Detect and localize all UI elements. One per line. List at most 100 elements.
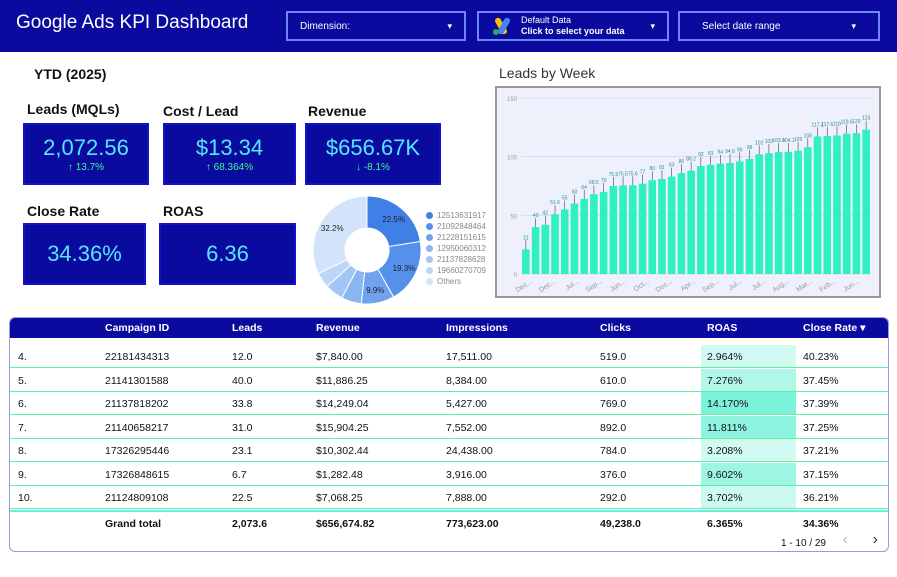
bar[interactable]: [774, 152, 783, 274]
bar[interactable]: [726, 163, 734, 274]
col-roas[interactable]: ROAS: [707, 322, 738, 334]
bar[interactable]: [755, 154, 763, 274]
bar[interactable]: [697, 166, 705, 274]
bar[interactable]: [794, 150, 802, 274]
legend-item[interactable]: 21228151615: [426, 232, 486, 243]
table-row[interactable]: 7. 21140658217 31.0 $15,904.25 7,552.00 892.0…: [10, 415, 888, 439]
legend-item[interactable]: 12950060312: [426, 243, 486, 254]
x-tick-label: Jul...: [728, 278, 744, 292]
legend-item[interactable]: Others: [426, 276, 486, 287]
leads-cell: 40.0: [232, 374, 253, 387]
col-close-rate[interactable]: Close Rate ▾: [803, 322, 866, 334]
bar[interactable]: [862, 129, 870, 274]
bar-data-label: 93: [708, 151, 714, 157]
table-row[interactable]: 5. 21141301588 40.0 $11,886.25 8,384.00 610.0…: [10, 368, 888, 392]
clicks-cell: 292.0: [600, 492, 627, 504]
pie-slice[interactable]: [366, 195, 421, 248]
bar[interactable]: [648, 180, 657, 274]
next-page-icon[interactable]: ›: [872, 531, 878, 548]
legend-label: 21228151615: [437, 233, 486, 242]
row-index: 7.: [18, 421, 27, 434]
bar[interactable]: [599, 191, 608, 274]
revenue-cell: $10,302.44: [316, 445, 369, 457]
legend-item[interactable]: 21137828628: [426, 254, 486, 265]
roas-cell: 2.964%: [707, 351, 743, 363]
bar[interactable]: [823, 136, 832, 274]
bar[interactable]: [842, 133, 851, 274]
bar[interactable]: [551, 214, 559, 274]
bar[interactable]: [638, 183, 647, 274]
table-row[interactable]: 8. 17326295446 23.1 $10,302.44 24,438.00 784.…: [10, 439, 888, 462]
col-impressions[interactable]: Impressions: [446, 322, 508, 334]
bar[interactable]: [784, 151, 793, 274]
dimension-selector[interactable]: Dimension: ▾: [286, 11, 466, 41]
clicks-cell: 769.0: [600, 398, 627, 410]
date-range-selector[interactable]: Select date range ▾: [678, 11, 880, 41]
bar[interactable]: [590, 194, 598, 274]
col-leads[interactable]: Leads: [232, 322, 263, 334]
leads-delta: ↑ 13.7%: [67, 162, 105, 173]
total-revenue: $656,674.82: [316, 518, 375, 530]
bar[interactable]: [813, 136, 822, 274]
bar[interactable]: [658, 178, 666, 274]
bar[interactable]: [745, 159, 754, 274]
pie-slice-label: 22.5%: [382, 215, 405, 224]
col-clicks[interactable]: Clicks: [600, 322, 631, 334]
table-row[interactable]: 10. 21124809108 22.5 $7,068.25 7,888.00 292.0…: [10, 486, 888, 509]
table-row[interactable]: 4. 22181434313 12.0 $7,840.00 17,511.00 519.0…: [10, 345, 888, 368]
campaign-table: Campaign ID Leads Revenue Impressions Cl…: [9, 317, 889, 552]
roas-cell: 3.208%: [707, 445, 743, 457]
close-rate-cell: 37.25%: [803, 421, 839, 434]
bar-data-label: 77: [640, 170, 646, 176]
bar[interactable]: [833, 135, 841, 274]
bar[interactable]: [716, 163, 725, 274]
col-revenue[interactable]: Revenue: [316, 322, 360, 334]
legend-item[interactable]: 19660270709: [426, 265, 486, 276]
table-row[interactable]: 6. 21137818202 33.8 $14,249.04 5,427.00 769.0…: [10, 392, 888, 415]
close-rate-cell: 37.15%: [803, 468, 839, 481]
bar-data-label: 70: [601, 178, 607, 184]
data-source-selector[interactable]: Default Data Click to select your data ▾: [477, 11, 669, 41]
bar[interactable]: [560, 209, 569, 274]
x-tick-label: Dec...: [515, 278, 534, 294]
bar[interactable]: [706, 164, 715, 274]
bar[interactable]: [522, 249, 530, 274]
bar[interactable]: [619, 185, 627, 274]
roas-cell: 11.811%: [707, 421, 747, 434]
campaign-id-cell: 21124809108: [105, 492, 169, 504]
leads-cell: 31.0: [232, 421, 253, 434]
bar-data-label: 94.6: [725, 149, 735, 155]
impressions-cell: 5,427.00: [446, 398, 487, 410]
bar[interactable]: [687, 170, 695, 274]
pie-slice[interactable]: [312, 195, 368, 275]
campaign-id-cell: 21140658217: [105, 421, 169, 434]
bar[interactable]: [570, 203, 579, 274]
bar[interactable]: [541, 224, 550, 274]
bar[interactable]: [852, 133, 861, 274]
x-tick-label: Dec...: [538, 278, 557, 294]
bar[interactable]: [677, 173, 686, 274]
bar-data-label: 51.6: [550, 200, 560, 206]
bar[interactable]: [765, 153, 773, 274]
bar-data-label: 21: [523, 235, 529, 241]
prev-page-icon[interactable]: ‹: [842, 531, 848, 548]
bar[interactable]: [609, 186, 618, 274]
close-rate-cell: 40.23%: [803, 351, 839, 363]
bar-data-label: 64: [581, 185, 587, 191]
x-tick-label: Jul...: [564, 278, 580, 292]
row-index: 10.: [18, 492, 33, 504]
campaign-id-cell: 17326295446: [105, 445, 170, 457]
roas-heat-cell: [701, 439, 796, 461]
clicks-cell: 519.0: [600, 351, 627, 363]
bar[interactable]: [531, 227, 540, 274]
table-row[interactable]: 9. 17326848615 6.7 $1,282.48 3,916.00 376.0 9.…: [10, 462, 888, 486]
bar[interactable]: [580, 198, 588, 274]
col-campaign-id[interactable]: Campaign ID: [105, 322, 170, 334]
legend-item[interactable]: 21092848464: [426, 221, 486, 232]
legend-item[interactable]: 12513631917: [426, 210, 486, 221]
bar[interactable]: [735, 161, 744, 274]
bar[interactable]: [667, 176, 676, 274]
revenue-delta: ↓ -8.1%: [356, 162, 390, 173]
bar[interactable]: [629, 185, 637, 274]
bar[interactable]: [804, 147, 812, 274]
